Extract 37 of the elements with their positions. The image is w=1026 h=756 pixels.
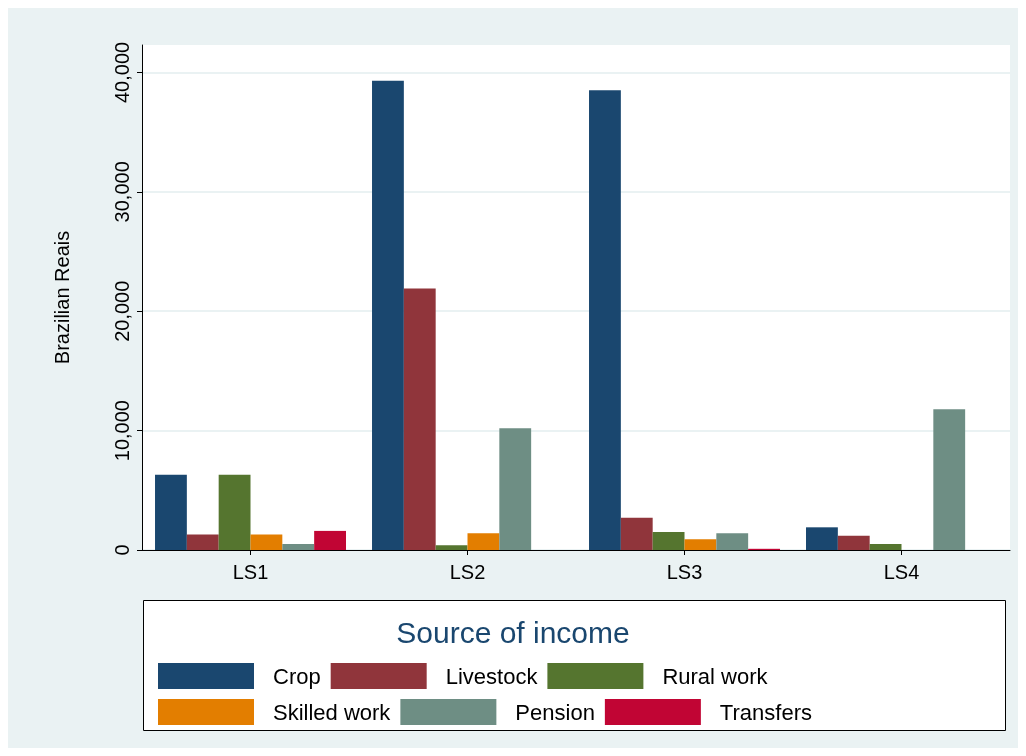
bar — [589, 90, 621, 550]
legend-title: Source of income — [396, 615, 630, 649]
legend-label: Rural work — [662, 663, 769, 689]
bar — [806, 527, 838, 550]
bar — [620, 517, 653, 550]
bar — [435, 545, 468, 550]
bar — [467, 533, 500, 550]
bar — [652, 532, 685, 550]
bar — [314, 530, 346, 550]
bar — [403, 288, 436, 550]
legend-label: Skilled work — [273, 699, 392, 725]
x-tick-label: LS4 — [883, 561, 920, 583]
legend-label: Livestock — [445, 663, 539, 689]
legend-label: Pension — [515, 699, 595, 725]
y-tick-label: 10,000 — [111, 400, 133, 462]
bar — [372, 80, 404, 550]
bar — [499, 428, 532, 550]
bar — [186, 534, 219, 550]
x-tick-label: LS3 — [666, 561, 703, 583]
y-tick-label: 30,000 — [111, 161, 133, 223]
bar — [684, 539, 717, 550]
legend-label: Transfers — [719, 699, 812, 725]
y-tick-label: 0 — [111, 544, 133, 556]
x-tick-label: LS2 — [449, 561, 486, 583]
bar — [933, 409, 966, 550]
x-tick-label: LS1 — [232, 561, 269, 583]
bar — [250, 534, 283, 550]
y-tick-label: 20,000 — [111, 280, 133, 342]
bar — [218, 474, 251, 550]
y-tick-label: 40,000 — [111, 41, 133, 104]
bar — [282, 544, 315, 550]
legend-label: Crop — [273, 663, 321, 689]
bar — [155, 474, 187, 550]
bar — [716, 533, 749, 550]
y-axis-title: Brazilian Reais — [51, 230, 73, 365]
bar — [869, 544, 902, 550]
bar — [837, 535, 870, 550]
